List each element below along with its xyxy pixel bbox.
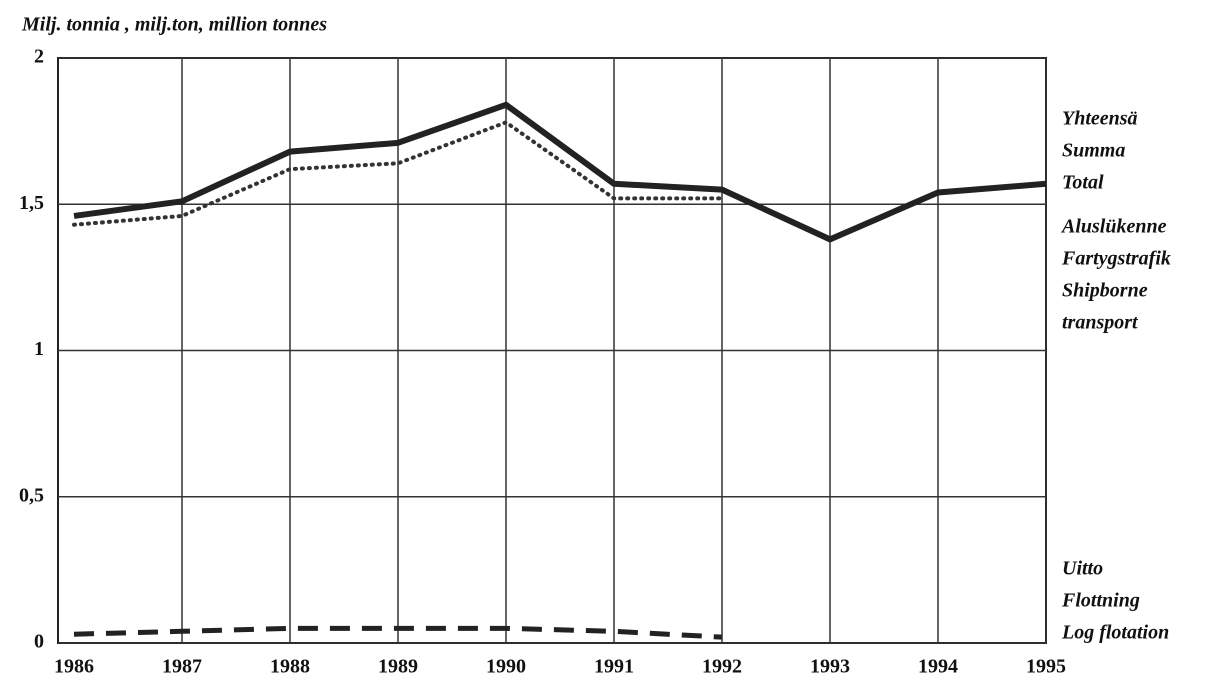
y-tick-label: 0,5 (19, 484, 44, 506)
x-tick-label: 1986 (54, 656, 94, 678)
legend-label: transport (1062, 312, 1139, 334)
y-tick-label: 1,5 (19, 192, 44, 214)
chart-title: Milj. tonnia , milj.ton, million tonnes (21, 14, 327, 36)
y-tick-label: 2 (34, 46, 44, 68)
legend-label: Shipborne (1062, 280, 1148, 302)
x-tick-label: 1991 (594, 656, 634, 678)
x-tick-label: 1993 (810, 656, 850, 678)
legend-label: Fartygstrafik (1061, 248, 1171, 270)
legend-label: Log flotation (1061, 622, 1169, 644)
legend-label: Aluslükenne (1060, 216, 1167, 238)
series-line (73, 101, 1047, 243)
x-tick-label: 1992 (702, 656, 742, 678)
legend-label: Summa (1062, 140, 1125, 162)
series-line (72, 120, 724, 227)
legend-label: Uitto (1062, 558, 1103, 580)
legend-label: Flottning (1061, 590, 1140, 612)
x-tick-label: 1989 (378, 656, 418, 678)
y-tick-label: 1 (34, 338, 44, 360)
series-line (73, 625, 723, 640)
legend-label: Total (1062, 172, 1104, 194)
x-tick-label: 1995 (1026, 656, 1066, 678)
x-tick-label: 1990 (486, 656, 526, 678)
x-tick-label: 1987 (162, 656, 202, 678)
x-tick-label: 1994 (918, 656, 958, 678)
y-tick-label: 0 (34, 631, 44, 653)
legend-label: Yhteensä (1062, 108, 1138, 130)
x-tick-label: 1988 (270, 656, 310, 678)
